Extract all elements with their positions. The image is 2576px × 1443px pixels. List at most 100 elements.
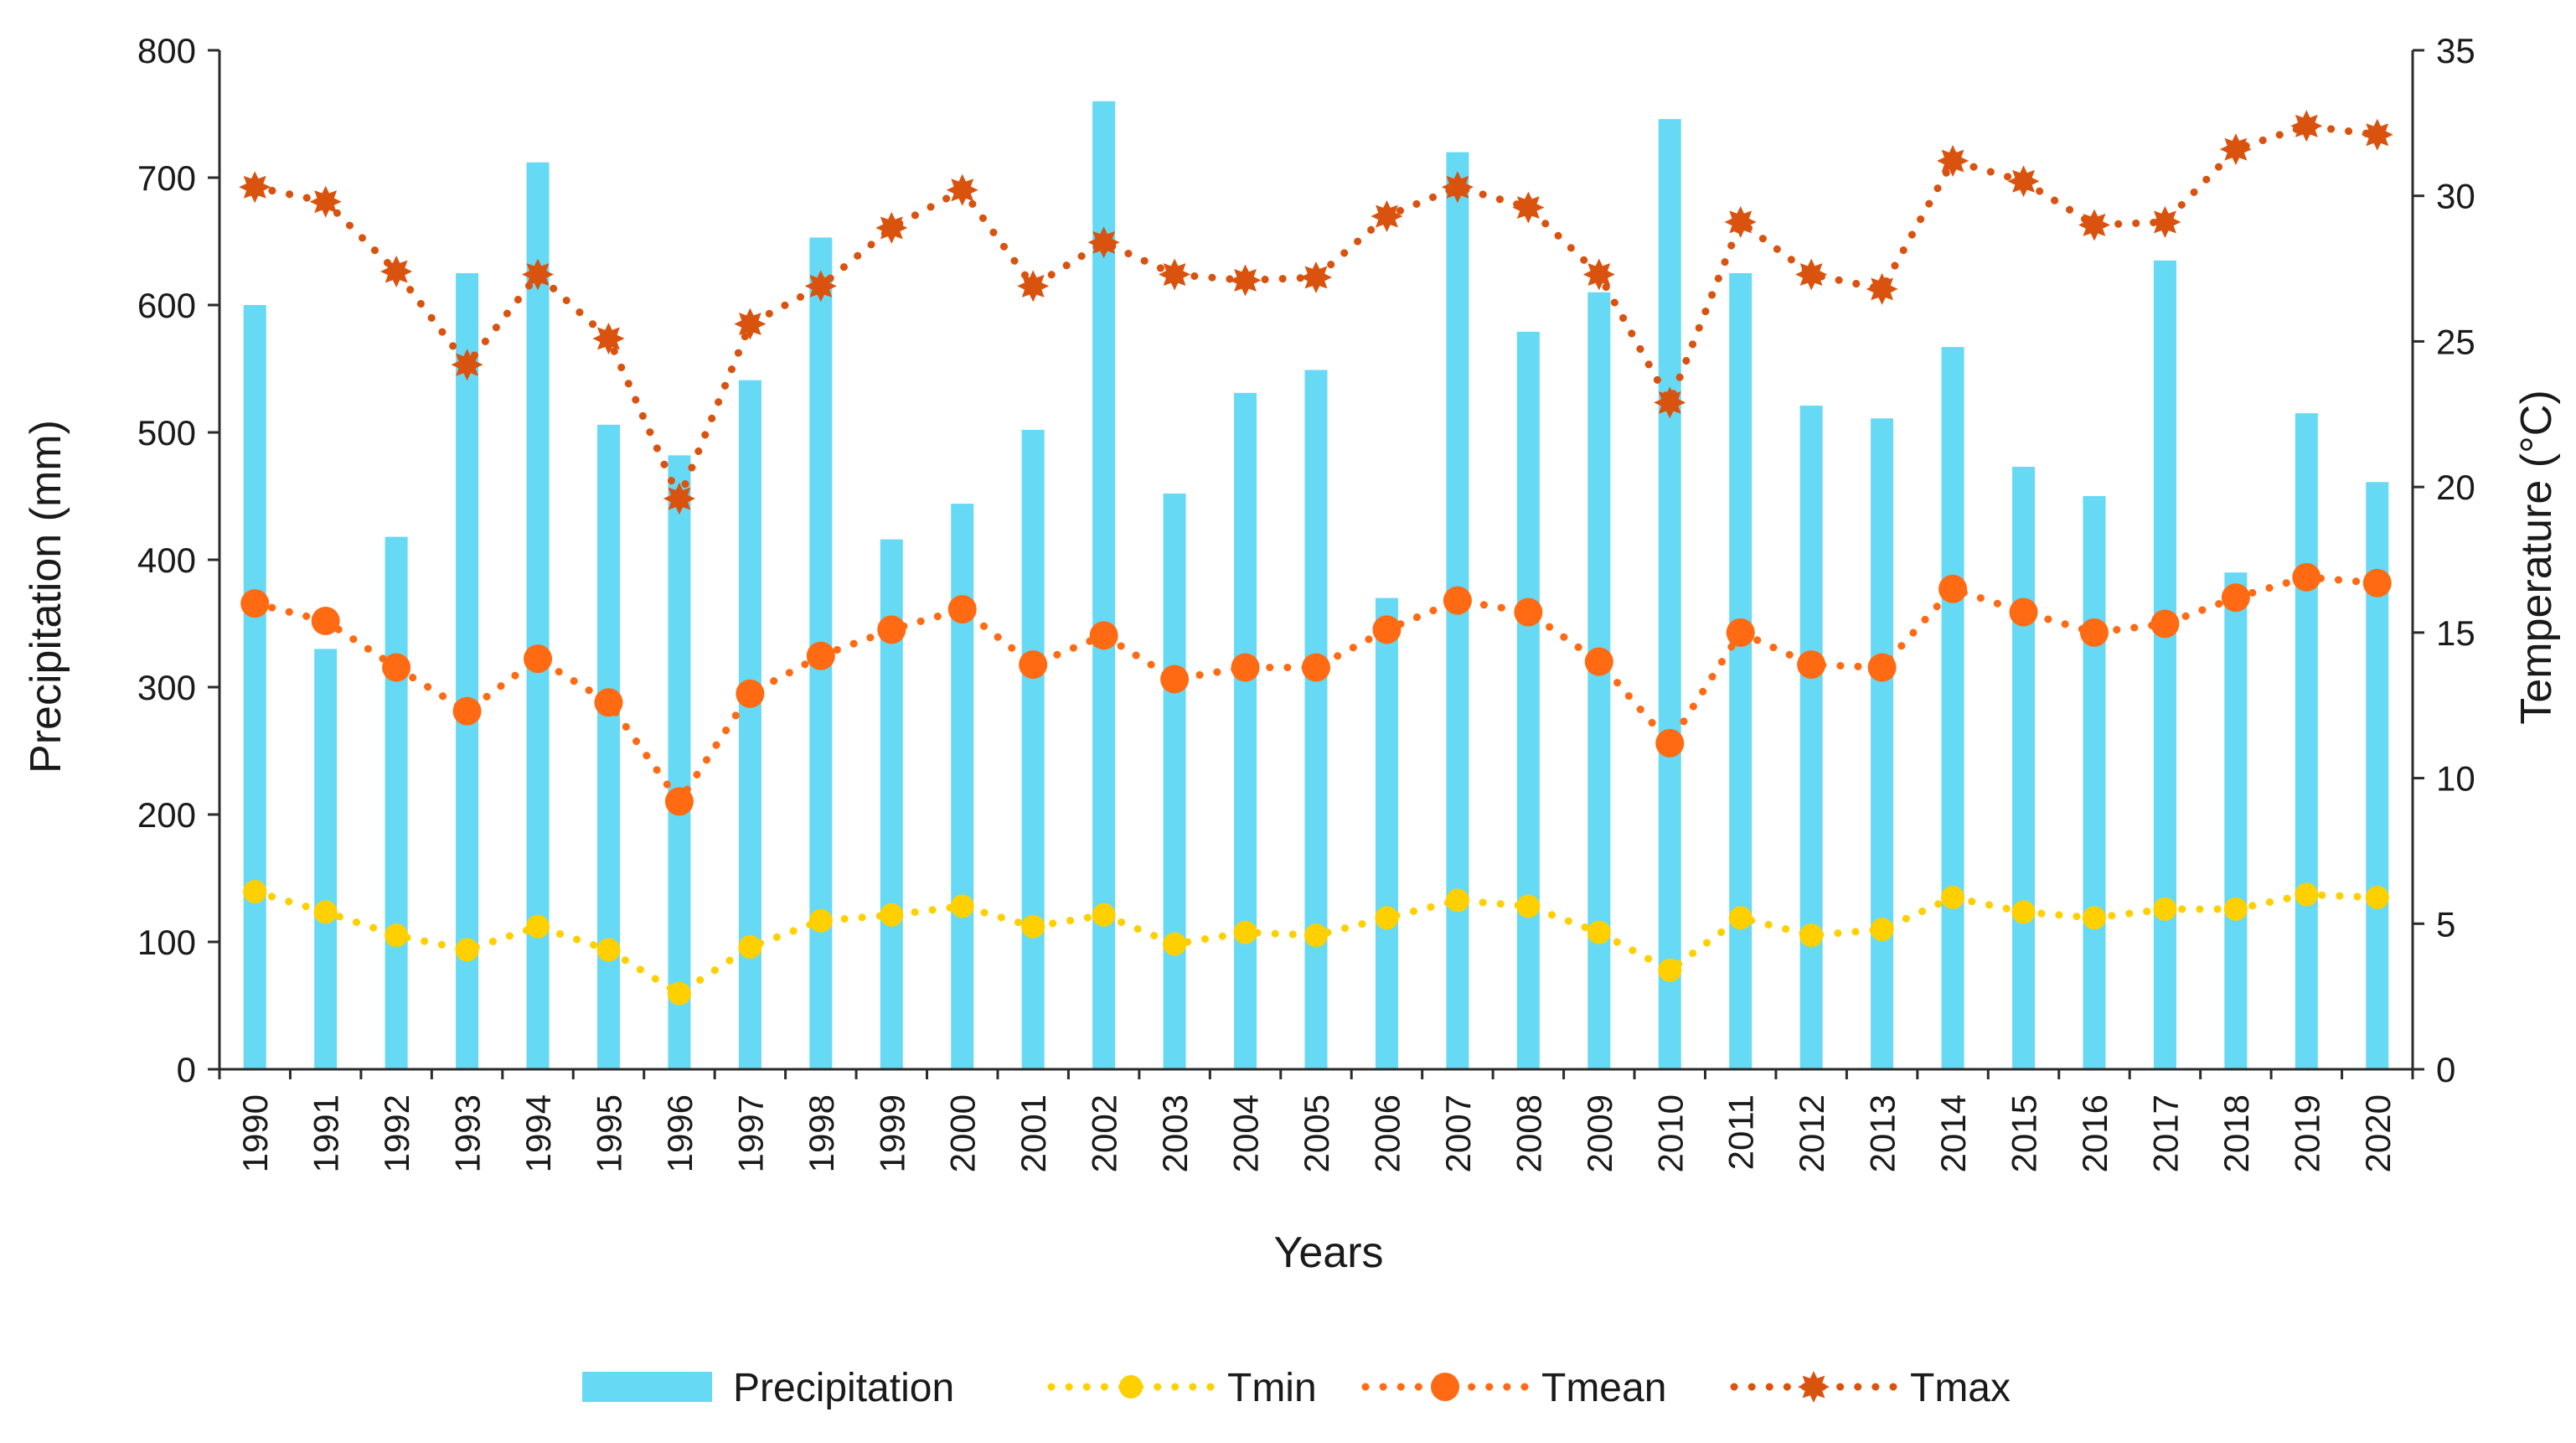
y-left-tick-label: 200 bbox=[137, 795, 196, 835]
tmean-point-1998 bbox=[806, 641, 835, 670]
tmin-point-1990 bbox=[243, 880, 267, 904]
tmin-point-2017 bbox=[2153, 897, 2177, 921]
y-left-tick-label: 100 bbox=[137, 923, 196, 962]
tmax-point-2006 bbox=[1371, 200, 1403, 232]
tmax-point-1999 bbox=[875, 211, 908, 244]
tmean-point-2003 bbox=[1160, 665, 1190, 694]
tmin-point-2013 bbox=[1870, 918, 1894, 942]
tmean-point-2004 bbox=[1231, 653, 1260, 682]
tmax-point-2018 bbox=[2219, 133, 2252, 166]
tmax-point-2015 bbox=[2007, 165, 2040, 198]
tmin-point-1998 bbox=[808, 908, 833, 933]
precipitation-bar-2019 bbox=[2295, 413, 2318, 1069]
precipitation-bar-1991 bbox=[314, 649, 338, 1069]
tmin-point-2018 bbox=[2223, 897, 2248, 921]
tmax-point-2003 bbox=[1159, 258, 1191, 291]
tmax-point-2020 bbox=[2361, 118, 2393, 151]
y-axis-title-right: Temperature (°C) bbox=[2512, 390, 2561, 724]
tmin-point-2011 bbox=[1728, 906, 1753, 930]
tmax-point-1990 bbox=[239, 171, 271, 204]
precipitation-bar-2012 bbox=[1799, 406, 1823, 1070]
x-tick-label-2003: 2003 bbox=[1155, 1094, 1195, 1172]
tmean-point-2000 bbox=[947, 595, 977, 624]
tmin-point-2002 bbox=[1092, 903, 1116, 927]
tmin-point-1991 bbox=[313, 900, 338, 924]
precipitation-bar-2006 bbox=[1375, 597, 1398, 1069]
x-tick-label-2014: 2014 bbox=[1933, 1094, 1973, 1172]
y-right-tick-label: 5 bbox=[2436, 904, 2455, 944]
x-tick-label-1999: 1999 bbox=[872, 1094, 911, 1172]
tmin-point-1997 bbox=[738, 935, 762, 959]
precipitation-bar-2009 bbox=[1587, 292, 1611, 1069]
precipitation-bar-2003 bbox=[1163, 493, 1186, 1069]
x-tick-label-2019: 2019 bbox=[2287, 1094, 2326, 1172]
x-tick-label-2001: 2001 bbox=[1014, 1094, 1053, 1172]
x-tick-label-2011: 2011 bbox=[1722, 1094, 1761, 1170]
y-left-tick-label: 300 bbox=[137, 668, 196, 707]
tmean-point-2014 bbox=[1938, 574, 1968, 603]
legend-item-tmin: Tmin bbox=[1047, 1366, 1317, 1410]
tmax-point-1996 bbox=[663, 483, 695, 515]
tmin-point-2004 bbox=[1233, 920, 1257, 944]
x-tick-label-2008: 2008 bbox=[1509, 1094, 1548, 1172]
precipitation-bar-2008 bbox=[1516, 331, 1540, 1069]
legend-label-precipitation: Precipitation bbox=[733, 1366, 954, 1410]
tmax-point-2012 bbox=[1795, 258, 1828, 291]
y-right-tick-label: 0 bbox=[2436, 1050, 2455, 1089]
tmax-point-1993 bbox=[451, 349, 483, 381]
y-right-tick-label: 35 bbox=[2436, 31, 2475, 70]
precipitation-bar-2000 bbox=[951, 504, 974, 1069]
y-left-tick-label: 600 bbox=[137, 286, 196, 325]
tmean-point-1992 bbox=[382, 653, 411, 682]
x-tick-label-2018: 2018 bbox=[2217, 1094, 2256, 1172]
tmean-point-1990 bbox=[240, 589, 270, 618]
precipitation-bar-1990 bbox=[243, 305, 266, 1069]
x-tick-label-2020: 2020 bbox=[2358, 1094, 2398, 1172]
tmean-point-2015 bbox=[2009, 597, 2038, 627]
tmax-point-2017 bbox=[2149, 206, 2181, 238]
precipitation-bar-2013 bbox=[1871, 418, 1894, 1069]
precipitation-bar-2011 bbox=[1729, 273, 1753, 1069]
tmax-point-2008 bbox=[1512, 191, 1545, 224]
precipitation-bar-1992 bbox=[385, 536, 408, 1069]
tmean-point-1993 bbox=[452, 696, 482, 726]
legend-item-tmax: Tmax bbox=[1730, 1366, 2011, 1410]
legend-label-tmin: Tmin bbox=[1227, 1366, 1317, 1410]
legend-marker-tmin bbox=[1119, 1375, 1143, 1399]
tmin-point-1994 bbox=[526, 914, 550, 939]
legend-swatch-precipitation bbox=[582, 1372, 712, 1402]
precipitation-bar-2018 bbox=[2224, 572, 2248, 1069]
tmin-point-2010 bbox=[1658, 958, 1682, 982]
x-axis-title: Years bbox=[1273, 1228, 1383, 1277]
precipitation-bar-2015 bbox=[2012, 467, 2036, 1069]
tmean-point-2007 bbox=[1443, 586, 1472, 615]
tmean-point-1995 bbox=[594, 688, 623, 717]
x-tick-label-2005: 2005 bbox=[1297, 1094, 1336, 1172]
tmin-point-2019 bbox=[2295, 882, 2319, 907]
y-right-tick-label: 10 bbox=[2436, 759, 2475, 799]
tmin-point-2007 bbox=[1445, 888, 1469, 913]
tmean-point-1994 bbox=[524, 644, 553, 674]
tmin-point-2020 bbox=[2365, 886, 2389, 910]
tmin-point-2016 bbox=[2082, 906, 2106, 930]
tmin-point-2012 bbox=[1799, 923, 1824, 948]
tmin-point-1996 bbox=[667, 981, 691, 1006]
y-right-tick-label: 25 bbox=[2436, 322, 2475, 361]
tmax-point-1994 bbox=[522, 258, 554, 291]
tmean-point-1997 bbox=[736, 679, 765, 708]
x-tick-label-1998: 1998 bbox=[802, 1094, 841, 1172]
tmin-point-2015 bbox=[2011, 900, 2036, 924]
precipitation-bar-1997 bbox=[738, 380, 761, 1069]
x-tick-label-2013: 2013 bbox=[1863, 1094, 1902, 1172]
tmean-point-2012 bbox=[1797, 650, 1826, 680]
y-axis-title-left: Precipitation (mm) bbox=[22, 420, 70, 773]
tmax-point-2013 bbox=[1866, 272, 1898, 305]
y-right-tick-label: 15 bbox=[2436, 613, 2475, 653]
tmean-point-2010 bbox=[1655, 728, 1685, 758]
tmean-point-2002 bbox=[1089, 621, 1118, 650]
precipitation-bar-1995 bbox=[596, 424, 620, 1069]
precipitation-bar-1993 bbox=[456, 273, 479, 1069]
x-tick-label-1996: 1996 bbox=[660, 1094, 699, 1172]
